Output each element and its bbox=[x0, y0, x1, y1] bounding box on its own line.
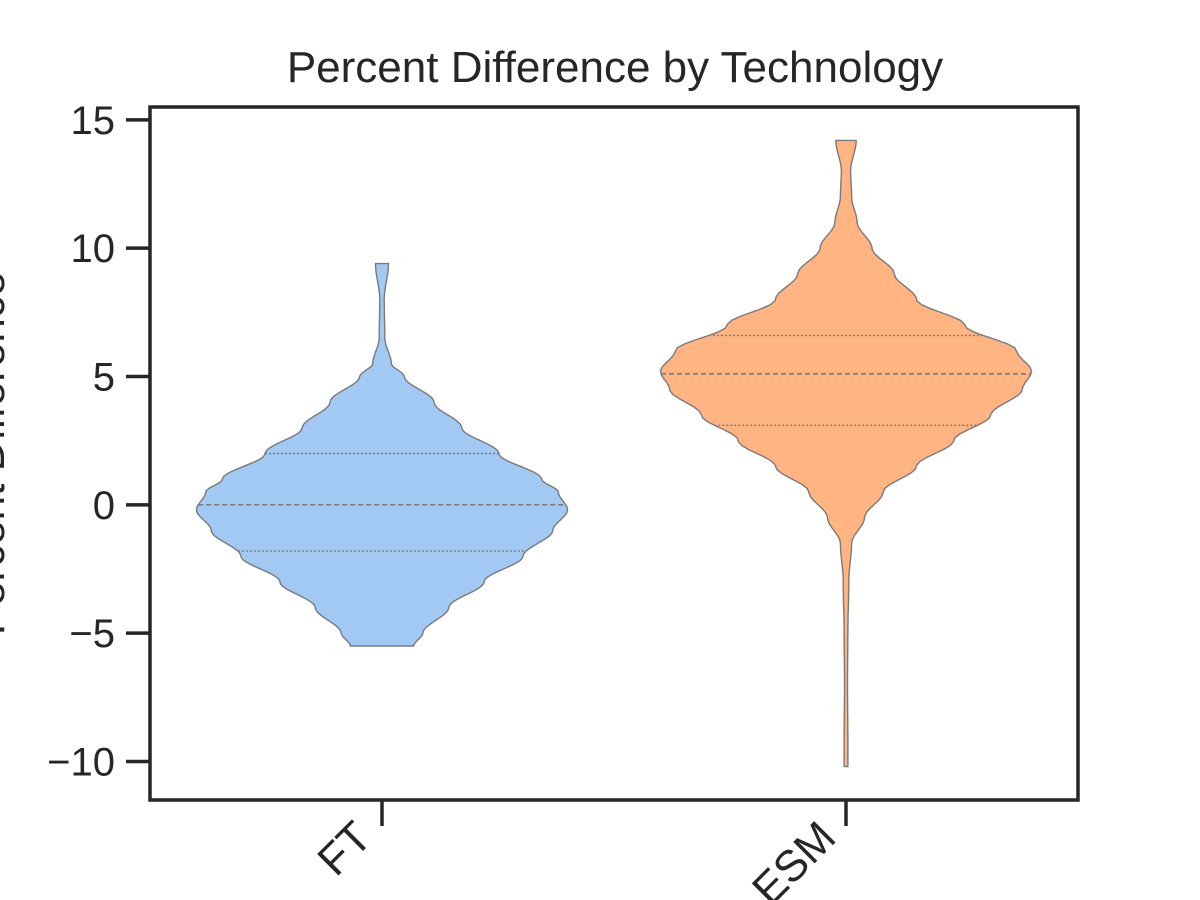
chart-title: Percent Difference by Technology bbox=[287, 43, 943, 92]
y-tick-label: 15 bbox=[71, 99, 116, 143]
y-axis-label: Percent Difference bbox=[0, 272, 14, 636]
violin-esm bbox=[659, 139, 1033, 768]
y-tick-label: −5 bbox=[69, 612, 115, 656]
x-tick-label-ft: FT bbox=[308, 812, 381, 885]
y-tick-label: 5 bbox=[93, 356, 115, 400]
x-tick-label-esm: ESM bbox=[743, 812, 845, 900]
plot-area: 15 10 5 0 −5 −10 FT ESM bbox=[47, 99, 1080, 900]
axes-frame bbox=[148, 105, 1080, 802]
y-tick-label: 10 bbox=[71, 227, 116, 271]
violin-ft bbox=[195, 262, 569, 647]
y-tick-label: −10 bbox=[47, 741, 115, 785]
y-tick-label: 0 bbox=[93, 484, 115, 528]
